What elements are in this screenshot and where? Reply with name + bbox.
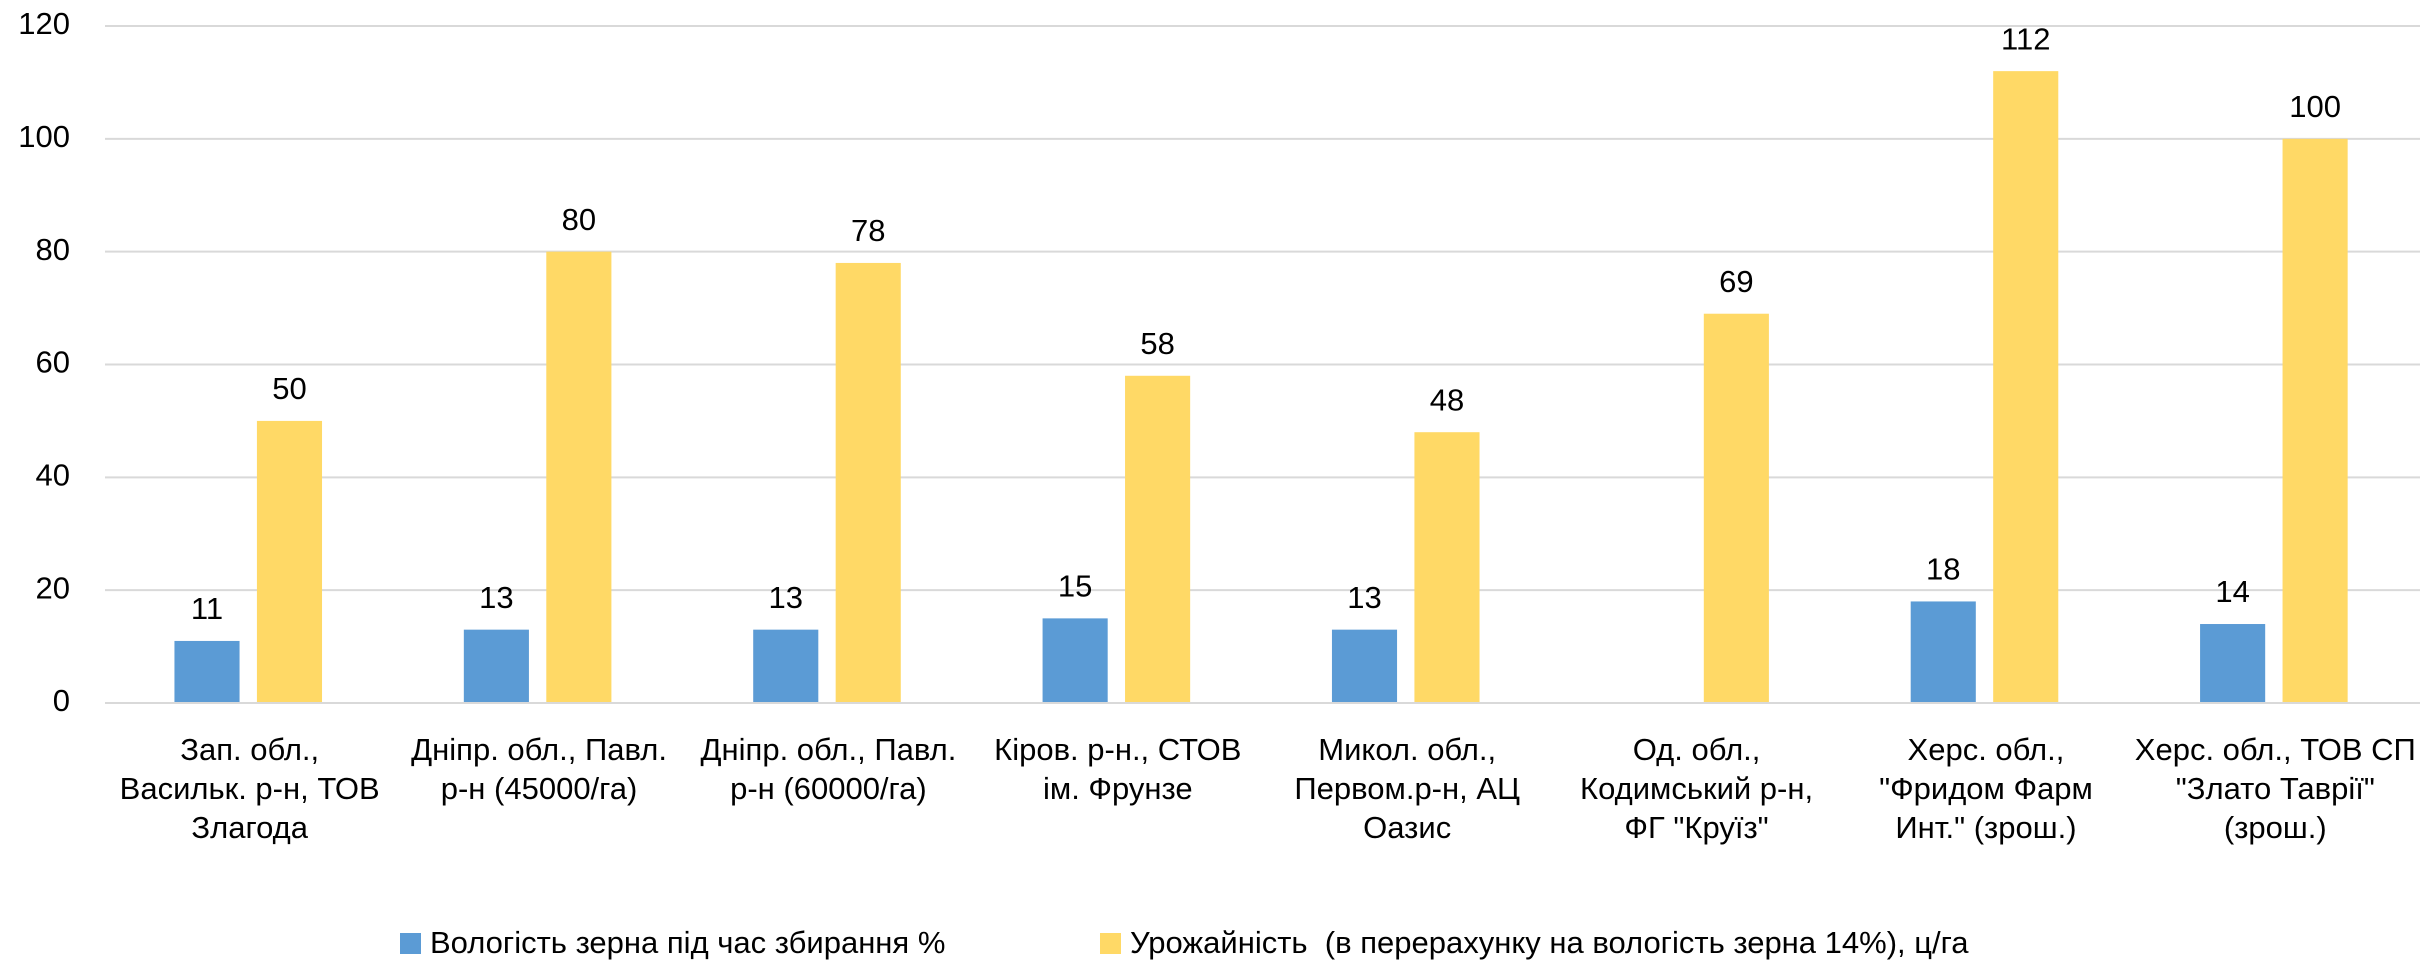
x-tick-label: Дніпр. обл., Павл. р-н (60000/га) bbox=[700, 732, 957, 806]
x-tick-label: Кіров. р-н., СТОВ ім. Фрунзе bbox=[994, 732, 1242, 806]
data-label: 50 bbox=[272, 371, 306, 406]
bar bbox=[546, 251, 612, 703]
bar bbox=[174, 640, 240, 703]
bar bbox=[753, 629, 819, 703]
bar bbox=[1042, 618, 1108, 703]
data-label: 15 bbox=[1058, 569, 1092, 604]
x-tick-label: Зап. обл., Васильк. р-н, ТОВ Злагода bbox=[119, 732, 380, 845]
y-tick-label: 60 bbox=[36, 345, 70, 380]
bar bbox=[463, 629, 529, 703]
legend-label: Урожайність (в перерахунку на вологість … bbox=[1130, 925, 1969, 960]
y-tick-label: 20 bbox=[36, 570, 70, 605]
data-label: 13 bbox=[479, 580, 513, 615]
bar bbox=[2200, 624, 2266, 703]
legend-swatch bbox=[400, 933, 421, 954]
x-tick-label: Херс. обл., "Фридом Фарм Инт." (зрош.) bbox=[1879, 732, 2093, 845]
legend-label: Вологість зерна під час збирання % bbox=[430, 925, 945, 960]
y-tick-label: 120 bbox=[18, 6, 70, 41]
bar bbox=[1703, 313, 1769, 703]
bar bbox=[1331, 629, 1398, 703]
data-label: 14 bbox=[2215, 574, 2249, 609]
bar bbox=[2282, 138, 2348, 704]
data-label: 100 bbox=[2289, 89, 2341, 124]
y-tick-label: 40 bbox=[36, 458, 70, 493]
y-tick-label: 0 bbox=[53, 683, 70, 718]
bar bbox=[1414, 432, 1480, 703]
x-tick-label: Микол. обл., Первом.р-н, АЦ Оазис bbox=[1294, 732, 1520, 845]
data-label: 11 bbox=[191, 591, 223, 626]
x-tick-label: Дніпр. обл., Павл. р-н (45000/га) bbox=[411, 732, 667, 806]
bar bbox=[256, 420, 323, 703]
data-label: 13 bbox=[769, 580, 803, 615]
bar bbox=[835, 262, 901, 703]
x-tick-label: Од. обл., Кодимський р-н, ФГ "Круїз" bbox=[1580, 732, 1814, 845]
y-tick-label: 100 bbox=[18, 119, 70, 154]
data-label: 58 bbox=[1140, 326, 1174, 361]
data-label: 80 bbox=[562, 202, 596, 237]
legend-swatch bbox=[1100, 933, 1121, 954]
data-label: 112 bbox=[2001, 21, 2050, 56]
data-label: 18 bbox=[1926, 552, 1960, 587]
data-label: 48 bbox=[1430, 382, 1464, 417]
data-label: 13 bbox=[1347, 580, 1381, 615]
data-label: 78 bbox=[851, 213, 885, 248]
data-label: 69 bbox=[1719, 264, 1753, 299]
x-tick-label: Херс. обл., ТОВ СП "Злато Таврії" (зрош.… bbox=[2134, 732, 2416, 845]
y-tick-label: 80 bbox=[36, 232, 70, 267]
bar bbox=[1993, 71, 2059, 704]
bar bbox=[1125, 375, 1191, 703]
bar bbox=[1910, 601, 1976, 703]
